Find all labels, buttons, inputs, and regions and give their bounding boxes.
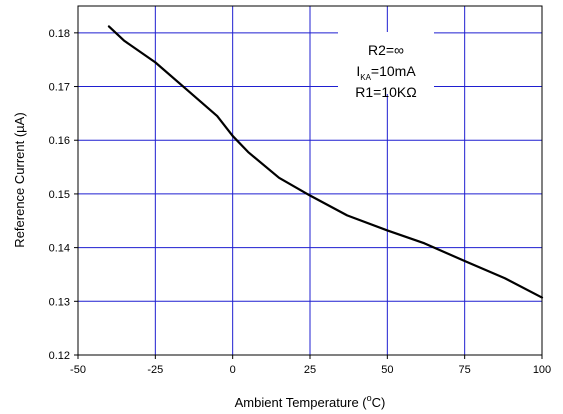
annotation-ika: IKA=10mA	[356, 63, 416, 82]
y-tick-label: 0.12	[49, 350, 70, 362]
y-tick-label: 0.18	[49, 28, 70, 40]
x-axis-title-sup: o	[367, 393, 372, 403]
x-axis-title-tail: C)	[372, 395, 386, 410]
y-axis-title-main: Reference Current (	[12, 132, 27, 248]
series-group	[107, 25, 544, 299]
y-tick-label: 0.13	[49, 296, 70, 308]
annotation-ika-main: I	[356, 63, 360, 79]
annotation-r2: R2=∞	[368, 42, 404, 58]
annotation-r1: R1=10KΩ	[355, 84, 416, 100]
y-tick-label: 0.16	[49, 135, 70, 147]
annotation-ika-sub: KA	[360, 73, 371, 82]
y-tick-label: 0.15	[49, 189, 70, 201]
x-tick-label: 50	[381, 364, 393, 376]
annotation-ika-tail: =10mA	[371, 63, 416, 79]
series-line	[107, 25, 544, 299]
x-axis-ticks: -50 -25 0 25 50 75 100	[70, 355, 551, 376]
x-tick-label: 25	[304, 364, 316, 376]
x-tick-label: 100	[533, 364, 551, 376]
x-tick-label: -50	[70, 364, 86, 376]
y-tick-label: 0.17	[49, 82, 70, 94]
x-tick-label: 75	[459, 364, 471, 376]
x-axis-title: Ambient Temperature (oC)	[235, 393, 386, 410]
x-axis-title-main: Ambient Temperature (	[235, 395, 368, 410]
y-axis-title: Reference Current (µA)	[12, 112, 27, 247]
y-axis-ticks: 0.12 0.13 0.14 0.15 0.16 0.17 0.18	[49, 28, 78, 362]
y-tick-label: 0.14	[49, 243, 70, 255]
x-tick-label: 0	[230, 364, 236, 376]
annotation-box	[338, 32, 434, 94]
grid-horizontal	[78, 32, 542, 302]
y-axis-title-tail: A)	[12, 112, 27, 125]
y-axis-title-greek: µ	[12, 125, 27, 133]
x-tick-label: -25	[147, 364, 163, 376]
